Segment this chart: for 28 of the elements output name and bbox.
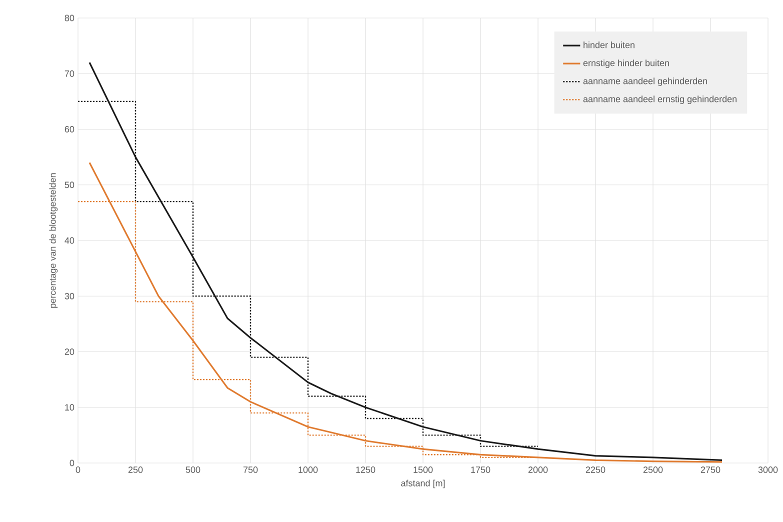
x-tick-label: 2500 (643, 466, 663, 473)
x-tick-label: 2750 (700, 466, 720, 473)
x-tick-label: 750 (243, 466, 258, 473)
y-tick-label: 10 (65, 404, 74, 411)
x-tick-label: 2250 (586, 466, 606, 473)
x-tick-label: 1500 (414, 466, 433, 473)
x-tick-label: 500 (186, 466, 200, 473)
y-tick-label: 60 (64, 126, 74, 132)
x-tick-label: 1750 (471, 466, 490, 473)
y-tick-label: 0 (70, 460, 74, 466)
y-tick-label: 30 (64, 292, 74, 300)
y-tick-label: 80 (64, 14, 74, 22)
x-tick-label: 0 (76, 466, 80, 473)
x-tick-label: 2000 (528, 466, 548, 473)
y-tick-label: 70 (64, 70, 74, 77)
y-tick-label: 40 (64, 237, 74, 244)
legend-label: hinder buiten (584, 42, 634, 48)
x-tick-label: 3000 (758, 466, 778, 473)
y-tick-label: 50 (64, 182, 74, 188)
legend-label: aanname aandeel gehinderden (583, 78, 707, 86)
x-tick-label: 1250 (356, 466, 376, 473)
x-tick-label: 1000 (298, 466, 318, 473)
y-axis-title: percentage van de blootgestelden (49, 173, 58, 308)
x-axis-title: afstand [m] (401, 480, 445, 488)
y-tick-label: 20 (64, 348, 74, 355)
legend-label: ernstige hinder buiten (583, 60, 669, 68)
legend-label: aanname aandeel ernstig gehinderden (583, 96, 736, 104)
x-tick-label: 250 (128, 466, 143, 473)
